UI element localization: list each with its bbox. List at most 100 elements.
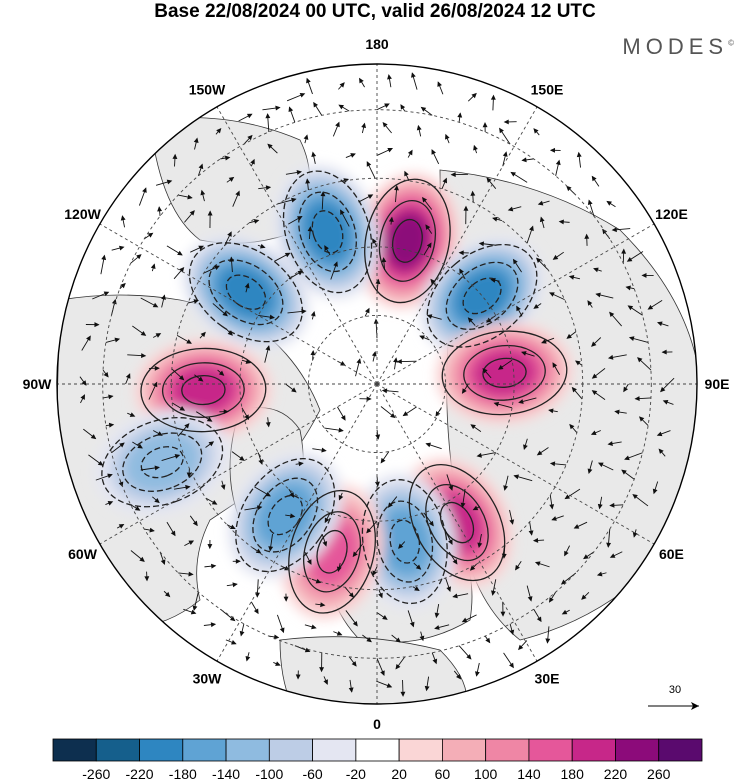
wind-vector-head xyxy=(253,608,259,615)
wind-vector-head xyxy=(571,386,577,393)
wind-vector-head xyxy=(549,461,556,467)
wind-vector-head xyxy=(509,662,514,669)
wind-vector-head xyxy=(268,546,274,552)
wind-vector-head xyxy=(458,250,464,256)
wind-vector-head xyxy=(587,199,593,206)
wind-vector-head xyxy=(366,527,372,534)
meridian-line xyxy=(376,223,655,385)
wind-vector-head xyxy=(537,200,544,206)
colorbar-swatch xyxy=(52,738,97,762)
colorbar-swatch xyxy=(268,738,314,762)
wind-vector-head xyxy=(265,113,271,119)
wind-vector-head xyxy=(568,275,575,280)
wind-vector-head xyxy=(549,504,555,510)
wind-vector-head xyxy=(239,455,245,461)
wind-vector-head xyxy=(561,609,568,615)
wind-vector-head xyxy=(614,409,620,415)
wind-vector-head xyxy=(273,634,280,640)
wind-vector-head xyxy=(86,335,91,342)
wind-vector-head xyxy=(581,594,587,600)
wind-vector-head xyxy=(244,282,250,289)
contour-line xyxy=(225,274,267,310)
wind-vector-head xyxy=(471,92,477,99)
wind-vector-head xyxy=(485,637,491,644)
wind-vector-head xyxy=(528,530,534,536)
wind-vector-head xyxy=(340,361,346,366)
contour-line xyxy=(140,347,267,433)
wind-vector-head xyxy=(222,311,228,317)
map-disk xyxy=(57,64,697,704)
wind-vector-head xyxy=(333,261,338,267)
wind-vector-head xyxy=(218,370,225,376)
wind-vector-head xyxy=(491,590,496,596)
meridian-line xyxy=(99,383,378,545)
wind-vector-head xyxy=(450,172,456,178)
wind-vector-head xyxy=(456,673,462,680)
wind-vector-head xyxy=(269,314,275,320)
wind-vector-head xyxy=(419,335,425,340)
wind-vector-head xyxy=(152,381,158,388)
anomaly-shade xyxy=(172,367,234,413)
wind-vector-head xyxy=(108,422,115,428)
wind-vector-head xyxy=(621,248,627,254)
wind-vector-head xyxy=(265,185,272,191)
wind-vector-head xyxy=(198,163,204,170)
contour-line xyxy=(316,529,348,574)
wind-vector-head xyxy=(536,616,542,623)
colorbar-swatch xyxy=(615,738,660,762)
wind-vector-head xyxy=(512,258,518,265)
wind-vector-head xyxy=(426,242,432,248)
contour-line xyxy=(311,210,344,254)
wind-vector-head xyxy=(142,187,147,193)
wind-vector-head xyxy=(229,616,236,622)
contour-line xyxy=(208,259,284,326)
wind-vector-head xyxy=(475,671,480,677)
colorbar-tick-label: 20 xyxy=(391,766,407,782)
wind-vector-head xyxy=(239,630,245,637)
wind-vector-head xyxy=(338,427,344,433)
wind-vector-head xyxy=(452,559,458,565)
wind-vector-head xyxy=(284,252,291,258)
wind-vector-head xyxy=(469,565,476,571)
wind-vector-head xyxy=(490,94,496,100)
wind-vector-head xyxy=(466,654,472,660)
wind-vector-head xyxy=(108,394,114,400)
wind-vector-head xyxy=(513,474,519,480)
wind-vector-head xyxy=(348,687,354,693)
wind-vector-head xyxy=(120,215,126,221)
wind-vector-head xyxy=(527,596,533,602)
wind-vector-head xyxy=(472,505,479,511)
wind-vector-head xyxy=(187,194,193,200)
wind-vector-head xyxy=(591,373,598,379)
land-africa xyxy=(279,636,467,704)
anomaly-shade xyxy=(454,269,510,322)
wind-vector-head xyxy=(256,505,263,511)
longitude-label: 180 xyxy=(365,36,389,52)
wind-vector-head xyxy=(200,331,206,338)
wind-vector-head xyxy=(298,461,304,467)
wind-vector-head xyxy=(434,612,440,619)
wind-vector-head xyxy=(632,532,638,538)
contour-line xyxy=(161,362,245,418)
wind-vector-head xyxy=(288,106,294,113)
wind-vector-head xyxy=(170,530,176,537)
wind-vector-head xyxy=(154,365,160,371)
wind-vector-head xyxy=(500,611,506,617)
wind-vector-head xyxy=(555,159,561,166)
longitude-label: 90E xyxy=(705,376,730,392)
wind-vector-head xyxy=(161,294,166,300)
height-contours xyxy=(101,170,568,614)
wind-vector-head xyxy=(533,303,539,309)
contour-line xyxy=(463,344,546,401)
brand-logo: MODES© xyxy=(622,34,734,60)
wind-vector-head xyxy=(235,558,241,564)
colorbar-swatch xyxy=(528,738,573,762)
wind-vector-head xyxy=(155,333,162,338)
wind-vector-head xyxy=(311,151,317,158)
wind-vector-head xyxy=(193,137,199,144)
wind-vector-head xyxy=(437,81,442,87)
wind-vector-head xyxy=(140,330,147,336)
meridian-line xyxy=(376,106,538,385)
wind-vector-head xyxy=(283,596,289,602)
wind-vector-head xyxy=(470,190,476,196)
